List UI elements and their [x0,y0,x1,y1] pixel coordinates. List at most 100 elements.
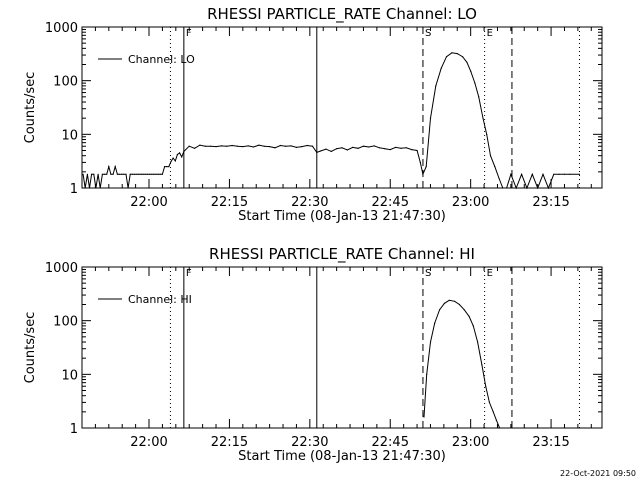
data-point [199,144,201,146]
y-tick-label: 10 [61,128,78,143]
data-point [168,166,170,168]
data-point [454,300,456,302]
data-point [458,303,460,306]
data-point [468,315,470,317]
data-point [279,144,281,147]
data-point [236,145,239,147]
data-point [456,53,458,55]
data-point [157,173,159,175]
x-tick-label: 22:30 [291,195,328,210]
data-point [492,411,494,413]
data-point [488,401,490,403]
x-axis-label: Start Time (08-Jan-13 21:47:30) [238,209,446,224]
data-point [311,145,314,147]
data-point [325,148,327,150]
data-point [252,146,255,148]
data-point [142,173,144,175]
data-point [463,309,465,311]
data-point [434,322,436,324]
data-point [336,148,338,150]
data-point [82,173,84,175]
data-point [106,173,108,175]
data-point [179,152,181,154]
data-point [515,187,517,189]
x-tick-label: 23:00 [452,435,489,450]
x-tick-label: 22:00 [130,195,167,210]
data-point [93,173,95,175]
data-point [215,146,217,148]
plot-frame [81,266,603,429]
event-marker-label: F [186,28,192,39]
data-point [129,173,131,175]
data-point [188,145,190,147]
data-point [174,160,176,162]
y-axis-label: Counts/sec [23,312,38,384]
data-point [101,173,103,175]
legend-label: Channel: LO [128,53,195,66]
data-point [116,173,118,175]
series-line [423,299,501,429]
data-point [435,85,437,87]
event-marker-label: F [186,268,192,279]
data-point [247,145,249,147]
data-point [429,117,432,119]
data-point [405,147,407,149]
data-point [578,173,581,175]
data-point [316,151,318,153]
data-point [136,173,138,175]
y-tick-label: 100 [53,75,78,90]
data-point [439,309,441,311]
y-tick-label: 1 [70,422,78,437]
data-point [495,419,497,421]
data-point [486,133,488,135]
data-point [285,145,287,147]
data-point [451,52,453,54]
chart-title: RHESSI PARTICLE_RATE Channel: HI [209,245,475,264]
data-point [481,364,483,366]
data-point [448,299,450,301]
data-point [429,341,432,343]
legend-label: Channel: HI [128,293,192,306]
data-point [172,157,174,159]
data-point [423,416,425,418]
data-point [95,187,97,189]
chart-title: RHESSI PARTICLE_RATE Channel: LO [207,5,477,24]
lo-channel-panel: RHESSI PARTICLE_RATE Channel: LO 1 10 100 10… [23,5,603,224]
plot-frame [81,26,603,189]
data-point [108,166,110,168]
data-point [153,173,155,175]
data-point [445,56,448,58]
data-point [521,173,523,175]
data-point [84,187,86,189]
event-marker-label: S [425,268,431,279]
data-point [553,173,555,175]
data-point [110,173,112,175]
data-point [400,147,402,149]
data-point [477,341,479,343]
y-tick-label: 10 [61,368,78,383]
data-point [462,56,464,58]
data-point [151,173,153,175]
data-point [114,166,116,168]
data-point [558,173,560,175]
data-point [176,154,178,156]
generation-timestamp: 22-Oct-2021 09:50 [560,469,636,478]
data-point [127,187,129,189]
data-point [378,147,381,149]
data-point [499,427,501,429]
y-tick-label: 1 [70,182,78,197]
data-point [426,373,428,375]
data-point [88,187,91,189]
data-point [164,166,166,168]
data-point [526,187,528,189]
data-point [123,173,125,175]
data-point [301,146,303,148]
data-point [569,173,571,175]
data-point [138,173,140,175]
data-point [97,173,99,175]
data-point [91,173,93,175]
data-point [470,70,472,72]
data-point [537,187,539,189]
